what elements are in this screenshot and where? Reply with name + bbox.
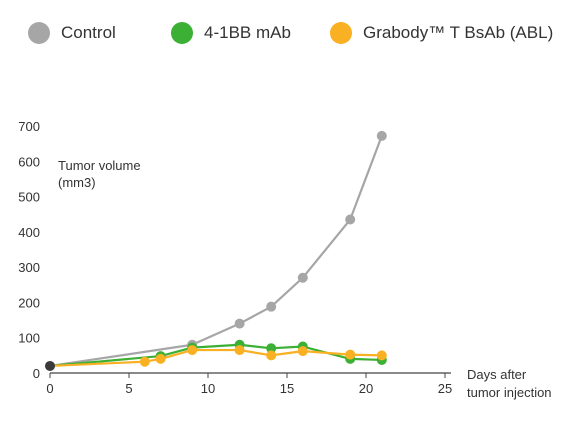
y-tick-label: 100 [18, 331, 40, 346]
data-point-grabody-t-bsab-abl [139, 356, 150, 367]
data-point-grabody-t-bsab-abl [187, 345, 198, 356]
data-point-control [376, 130, 387, 141]
chart-axes: 0 5 10 15 20 25 0 100 200 300 400 500 600 700 [18, 119, 452, 396]
y-tick-label: 700 [18, 119, 40, 134]
data-point-grabody-t-bsab-abl [376, 350, 387, 361]
data-point-control [266, 301, 277, 312]
legend-swatch-4-1bb-mab [171, 22, 193, 44]
y-axis-label: Tumor volume (mm3) [58, 158, 141, 190]
data-point-grabody-t-bsab-abl [345, 349, 356, 360]
y-tick-label: 300 [18, 260, 40, 275]
legend-swatch-control [28, 22, 50, 44]
series-line-4-1bb-mab [49, 343, 382, 368]
y-tick-label: 500 [18, 190, 40, 205]
data-point-grabody-t-bsab-abl [234, 345, 245, 356]
legend-item-control: Control [28, 22, 116, 44]
y-axis-label-line: Tumor volume [58, 158, 141, 173]
legend-swatch-grabody-t-bsab [330, 22, 352, 44]
x-tick-label: 20 [359, 381, 373, 396]
x-tick-label: 5 [125, 381, 132, 396]
data-point-control [297, 272, 308, 283]
x-axis-label: Days after tumor injection [467, 367, 552, 400]
legend-item-4-1bb-mab: 4-1BB mAb [171, 22, 291, 44]
data-point-control [234, 318, 245, 329]
x-tick-label: 15 [280, 381, 294, 396]
x-tick-label: 25 [438, 381, 452, 396]
y-tick-label: 600 [18, 154, 40, 169]
data-point-control [345, 214, 356, 225]
data-point-4-1bb-mab [266, 343, 277, 354]
y-tick-label: 200 [18, 295, 40, 310]
chart-legend: Control 4-1BB mAb Grabody™ T BsAb (ABL) [0, 22, 580, 52]
x-axis-label-line: Days after [467, 367, 527, 382]
x-tick-label: 10 [201, 381, 215, 396]
data-point-grabody-t-bsab-abl [297, 346, 308, 357]
legend-label-4-1bb-mab: 4-1BB mAb [204, 23, 291, 42]
legend-label-control: Control [61, 23, 116, 42]
data-point-grabody-t-bsab-abl [155, 353, 166, 364]
y-tick-label: 400 [18, 225, 40, 240]
y-tick-label: 0 [33, 366, 40, 381]
data-point-day-0 [45, 360, 55, 371]
x-tick-label: 0 [46, 381, 53, 396]
legend-label-grabody-t-bsab: Grabody™ T BsAb (ABL) [363, 23, 554, 42]
chart-series [45, 130, 387, 371]
data-point-grabody-t-bsab-abl [266, 350, 277, 361]
legend-item-grabody-t-bsab: Grabody™ T BsAb (ABL) [330, 22, 553, 44]
y-axis-label-line: (mm3) [58, 175, 96, 190]
x-axis-label-line: tumor injection [467, 385, 552, 400]
